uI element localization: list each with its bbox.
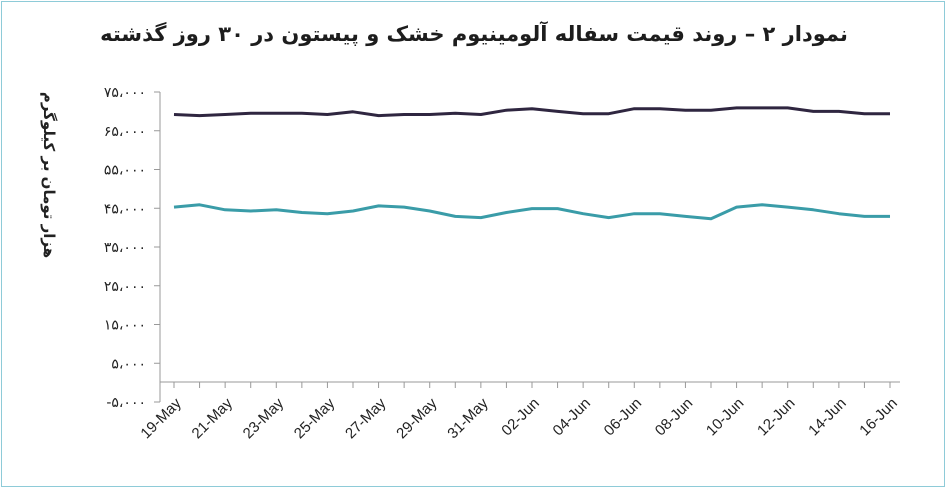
x-tick-label: 14-Jun	[805, 395, 849, 439]
y-tick-label: ۵۵،۰۰۰	[104, 163, 146, 179]
y-tick-label: ۵،۰۰۰	[111, 356, 146, 372]
series-lines	[173, 106, 891, 221]
y-tick-label: ۳۵،۰۰۰	[104, 240, 146, 256]
x-tick-label: 31-May	[444, 394, 492, 442]
x-tick-label: 04-Jun	[550, 395, 594, 439]
y-ticks: ۷۵،۰۰۰ ۶۵،۰۰۰ ۵۵،۰۰۰ ۴۵،۰۰۰ ۳۵،۰۰۰ ۲۵،۰۰۰ ۱۵،۰…	[104, 85, 160, 411]
x-tick-label: 10-Jun	[703, 395, 747, 439]
x-tick-label: 25-May	[291, 394, 339, 442]
x-tick-label: 29-May	[393, 394, 441, 442]
x-tick-label: 06-Jun	[601, 395, 645, 439]
series-line-2	[173, 203, 890, 221]
x-tick-label: 16-Jun	[856, 395, 900, 439]
y-tick-label: ۲۵،۰۰۰	[104, 279, 146, 295]
y-tick-label: -۵،۰۰۰	[106, 395, 146, 411]
x-tick-label: 02-Jun	[498, 395, 542, 439]
y-tick-label: ۴۵،۰۰۰	[104, 201, 146, 217]
chart-title: نمودار ۲ – روند قیمت سفاله آلومینیوم خشک…	[100, 22, 848, 46]
y-tick-label: ۷۵،۰۰۰	[104, 85, 146, 101]
x-tick-label: 27-May	[342, 394, 390, 442]
y-tick-label: ۶۵،۰۰۰	[104, 124, 146, 140]
x-tick-label: 12-Jun	[754, 395, 798, 439]
x-ticks: 19-May 21-May 23-May 25-May 27-May 29-May 31-M…	[137, 382, 901, 442]
y-axis-label: هزار تومان بر کیلوگرم	[40, 92, 58, 258]
x-tick-label: 23-May	[240, 394, 288, 442]
y-tick-label: ۱۵،۰۰۰	[104, 318, 146, 334]
x-tick-label: 21-May	[189, 394, 237, 442]
series-line-1	[173, 106, 890, 118]
x-tick-label: 08-Jun	[652, 395, 696, 439]
